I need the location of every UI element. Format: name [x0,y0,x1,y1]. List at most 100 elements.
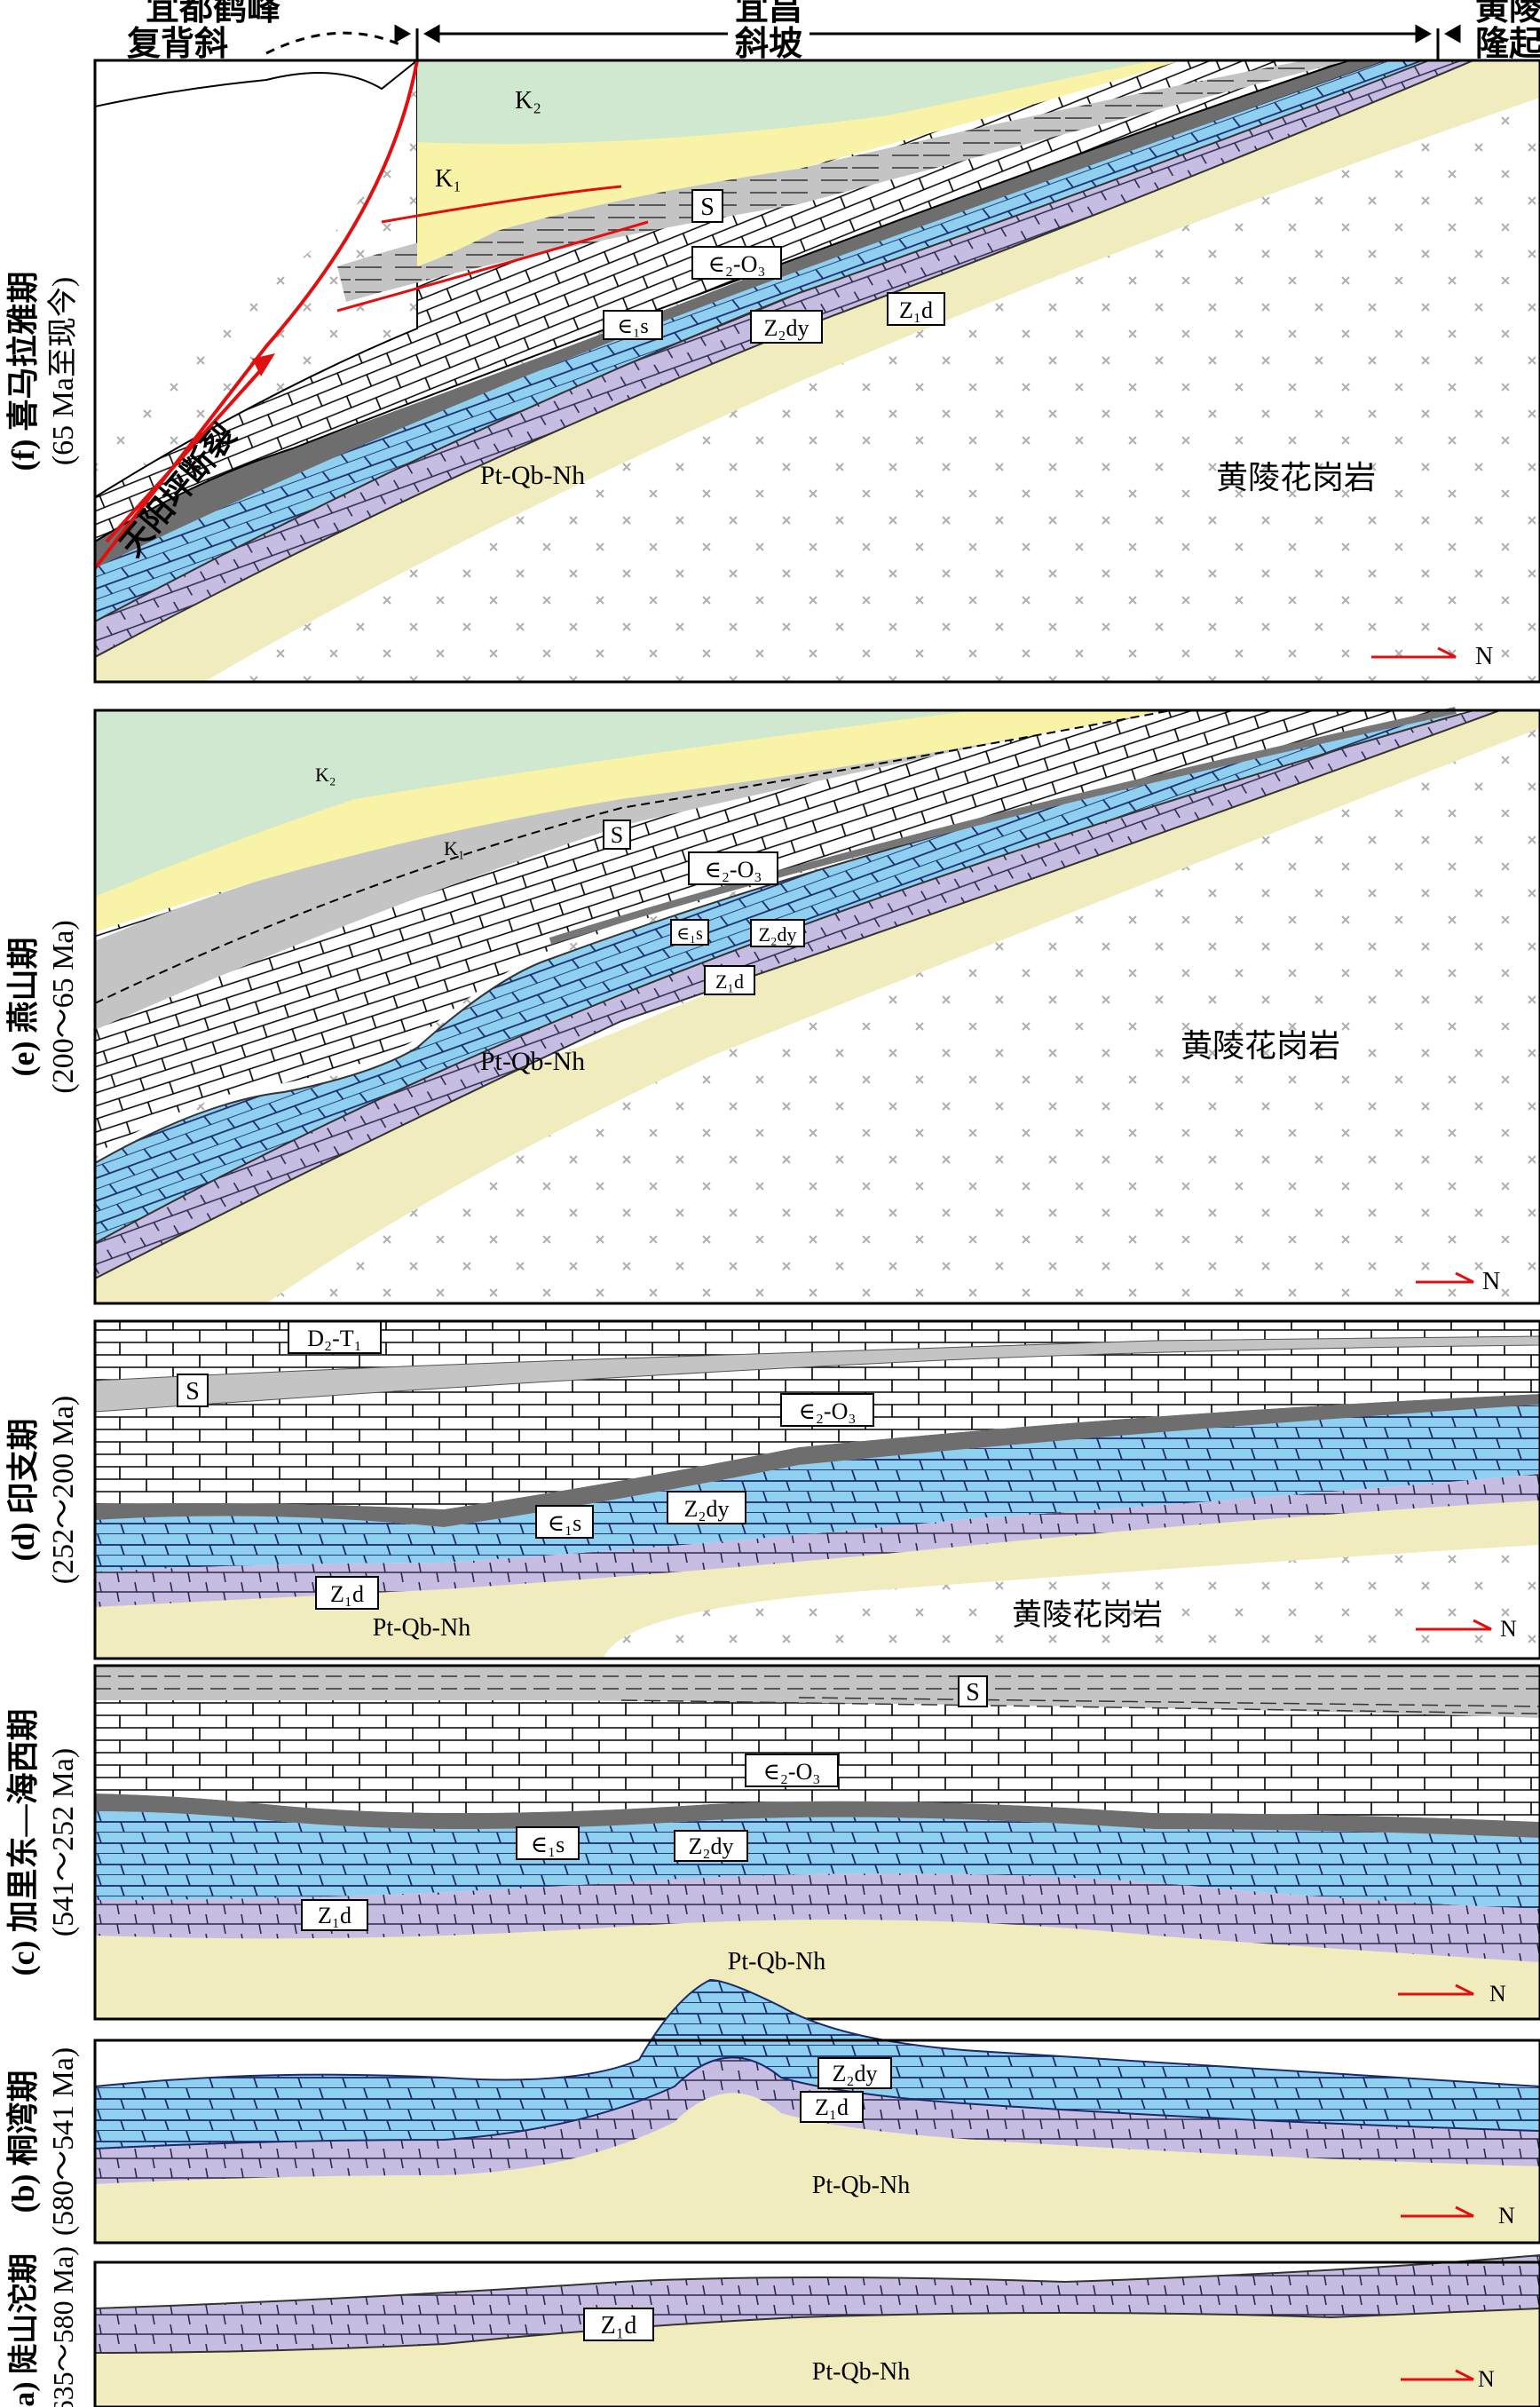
panel-c-title: (c) 加里东—海西期 [5,1709,41,1976]
panel-f-hanging-wall [95,60,417,426]
panel-c-label-e1s: ∈₁s [531,1832,565,1857]
panel-d-label-e1s-box: ∈₁s [535,1505,594,1539]
panel-b-label-z2dy: Z₂dy [833,2061,878,2086]
panel-e-label-z1d: Z₁d [715,970,744,993]
panel-d: D₂-T₁ S ∈₂-O₃ ∈₁s Z₂dy Z₁d Pt-Qb-Nh 黄陵花岗… [5,1319,1540,1660]
panel-d-e1s [95,1394,1540,1527]
panel-e-label-z1d-box: Z₁d [704,965,755,995]
panel-d-label-z1d: Z₁d [330,1581,364,1607]
panel-f-label-z1d-box: Z₁d [887,292,945,326]
panel-e-label-e2o3-box: ∈₂-O₃ [688,851,778,885]
panel-a-north-label: N [1478,2366,1495,2392]
panel-d-dolomite [95,1403,1540,1572]
panel-c-north-label: N [1489,1981,1506,2007]
panel-c-north-arrow: N [1398,1981,1506,2007]
panel-e-label-k1: K₁ [444,837,465,859]
panel-d-z1d [95,1474,1540,1607]
panel-d-label-z2dy: Z₂dy [684,1496,730,1522]
panel-d-label-basement: Pt-Qb-Nh [373,1614,470,1642]
panel-f-label-basement: Pt-Qb-Nh [480,461,585,490]
header-right-line1: 黄陵 [1475,0,1540,28]
panel-c-z1d [95,1873,1540,1962]
panel-e-e1s-band [549,707,1457,945]
panel-a-z1d [94,2253,1540,2355]
panel-b-label-basement: Pt-Qb-Nh [812,2172,910,2199]
panel-f-fold-outline [94,59,418,107]
panel-e-s [95,710,1154,1030]
section-header: 宜都鹤峰 复背斜 宜昌 斜坡 黄陵 隆起 [127,0,1540,63]
panel-a-title: (a) 陡山沱期 [7,2253,41,2407]
panel-f-frame [93,59,1540,684]
panel-f-label-e2o3-box: ∈₂-O₃ [691,246,782,280]
panel-d-title: (d) 印支期 [5,1419,41,1562]
panel-c-label-z2dy: Z₂dy [689,1833,734,1859]
panel-d-label-granite: 黄陵花岗岩 [1012,1598,1163,1632]
panel-f-basement [95,60,1540,682]
panel-b-basement [95,2093,1540,2243]
panel-f: 天阳坪断裂 K₂ K₁ S ∈₂-O₃ ∈₁s Z₂dy Z₁d Pt-Qb-N… [5,31,1540,684]
panel-f-north-arrow: N [1371,643,1493,670]
panel-d-north-arrow: N [1416,1616,1517,1642]
panel-e-label-z2dy-box: Z₂dy [750,919,805,947]
panel-d-label-e1s: ∈₁s [548,1510,581,1536]
panel-c-s-lines [95,1675,1540,1714]
panel-b: Z₂dy Z₁d Pt-Qb-Nh N (b) 桐湾期 (580～541 Ma) [4,1978,1540,2245]
panel-f-label-z2dy: Z₂dy [764,315,809,341]
header-span-arrows [394,24,1461,62]
panel-a-label-basement: Pt-Qb-Nh [812,2358,910,2386]
panel-f-label-s-box: S [691,189,723,223]
panel-c-s [95,1666,1540,1718]
panel-d-age: (252～200 Ma) [47,1396,80,1584]
panel-e-s-dash [94,709,1173,1004]
panel-a-label-z1d-box: Z₁d [583,2308,654,2341]
panel-e-title: (e) 燕山期 [5,938,41,1077]
panel-c-label-basement: Pt-Qb-Nh [728,1948,825,1975]
panel-a: Z₁d Pt-Qb-Nh N (a) 陡山沱期 (635～580 Ma) [7,2246,1540,2407]
panel-d-label-s-box: S [177,1374,209,1407]
panel-c-label-z2dy-box: Z₂dy [674,1830,748,1862]
panel-c-label-z1d-box: Z₁d [301,1899,368,1931]
panel-a-north-arrow: N [1401,2366,1495,2392]
panel-b-north-label: N [1498,2203,1515,2229]
panel-b-label-z2dy-box: Z₂dy [817,2057,892,2089]
panel-e-label-e2o3: ∈₂-O₃ [705,857,762,883]
panel-f-label-e1s-box: ∈₁s [603,310,663,340]
header-left-line2: 复背斜 [127,26,228,63]
panel-b-age: (580～541 Ma) [47,2047,80,2236]
panel-c-label-s: S [966,1679,980,1706]
header-left-line1: 宜都鹤峰 [146,0,280,28]
panel-d-s [94,1335,1540,1413]
panel-b-label-z1d: Z₁d [815,2094,849,2120]
panel-e-label-s: S [611,822,623,848]
panel-f-label-e2o3: ∈₂-O₃ [708,251,766,277]
panel-d-label-d2t1: D₂-T₁ [307,1326,361,1351]
panel-c-frame [93,1664,1540,2021]
panel-b-label-z1d-box: Z₁d [800,2091,864,2123]
panel-f-splay-fault-2 [336,220,649,313]
panel-e-label-e1s-box: ∈₁s [670,919,709,946]
panel-e-k2 [95,710,976,897]
panel-a-label-z1d: Z₁d [601,2312,637,2340]
panel-f-k2 [417,60,1154,144]
panel-d-label-e2o3-box: ∈₂-O₃ [780,1393,874,1427]
panel-e-label-basement: Pt-Qb-Nh [480,1047,585,1076]
panel-e-label-e1s: ∈₁s [676,924,703,944]
panel-e-label-z2dy: Z₂dy [758,923,796,946]
panel-d-north-label: N [1500,1616,1517,1642]
panel-d-frame [93,1319,1540,1660]
panel-f-label-s: S [700,194,715,221]
panel-e-label-k2: K₂ [315,764,336,786]
panel-c-label-e2o3: ∈₂-O₃ [763,1759,821,1785]
panel-f-title: (f) 喜马拉雅期 [5,272,41,471]
panel-c-label-e2o3-box: ∈₂-O₃ [745,1754,839,1787]
panel-d-label-e2o3: ∈₂-O₃ [799,1398,857,1424]
panel-c-label-s-box: S [958,1675,988,1707]
panel-c: S ∈₂-O₃ ∈₁s Z₂dy Z₁d Pt-Qb-Nh N (c) 加里东—… [5,1664,1540,2021]
panel-b-north-arrow: N [1401,2203,1515,2229]
panel-e: K₂ K₁ S ∈₂-O₃ ∈₁s Z₂dy Z₁d Pt-Qb-Nh 黄陵花岗… [5,707,1540,1305]
panel-e-label-s-box: S [603,819,631,850]
panel-f-main-fault [93,59,419,570]
panel-f-fault-arrow [105,362,268,543]
panel-f-label-z2dy-box: Z₂dy [750,310,823,344]
panel-f-label-z1d: Z₁d [899,297,933,323]
